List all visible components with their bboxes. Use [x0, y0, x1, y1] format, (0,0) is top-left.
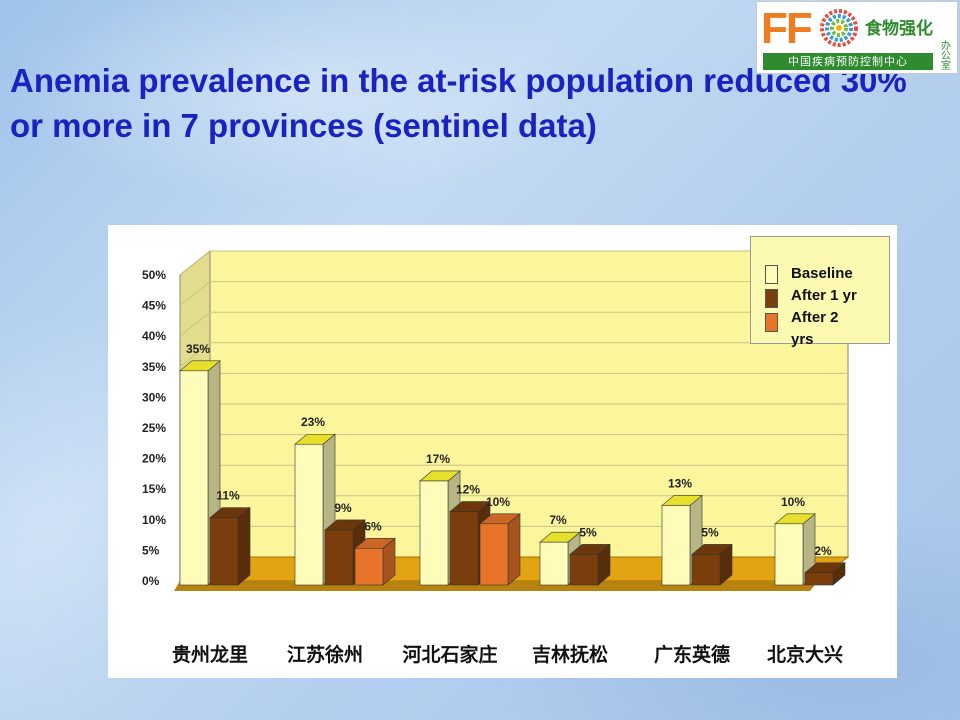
data-label: 9% [334, 501, 352, 515]
logo-mark: FF [761, 4, 813, 53]
bar-baseline [419, 480, 449, 586]
chart-legend: Baseline After 1 yr After 2 yrs [750, 236, 890, 348]
gridline [179, 311, 848, 337]
x-category-label: 贵州龙里 [172, 643, 248, 666]
y-tick-label: 10% [142, 513, 166, 527]
bar-after-1-yr [209, 517, 239, 586]
legend-label-yrs: yrs [791, 331, 814, 348]
data-label: 7% [549, 513, 567, 527]
bar-baseline [294, 443, 324, 586]
bar-baseline [539, 541, 569, 586]
y-tick-label: 15% [142, 482, 166, 496]
color-wheel-icon [819, 8, 859, 48]
data-label: 5% [579, 525, 597, 539]
bar-side-after-1-yr [237, 507, 251, 586]
bar-after-2-yrs [479, 523, 509, 586]
logo-name: 食物强化 [865, 19, 933, 39]
y-tick-label: 50% [142, 268, 166, 282]
data-label: 10% [781, 495, 805, 509]
data-label: 12% [456, 483, 480, 497]
bar-baseline [179, 370, 209, 586]
y-tick-label: 20% [142, 452, 166, 466]
gridline [179, 342, 848, 368]
legend-label-after-2: After 2 [791, 309, 839, 326]
y-tick-label: 5% [142, 543, 160, 557]
legend-label-after-1-yr: After 1 yr [791, 287, 857, 304]
bar-after-1-yr [569, 554, 599, 586]
legend-swatch-after-1-yr [765, 289, 778, 308]
chart-panel: 0% 5% 10% 15% 20% 25% 30% 35% 40% 45% 50% 35% 11% 贵州龙… [108, 225, 897, 678]
legend-label-baseline: Baseline [791, 265, 853, 282]
bar-after-1-yr [804, 572, 834, 586]
data-label: 23% [301, 415, 325, 429]
x-category-label: 江苏徐州 [287, 643, 363, 666]
data-label: 35% [186, 342, 210, 356]
bar-baseline [661, 505, 691, 586]
y-tick-label: 45% [142, 299, 166, 313]
bar-chart: 0% 5% 10% 15% 20% 25% 30% 35% 40% 45% 50% 35% 11% 贵州龙… [142, 249, 850, 666]
data-label: 13% [668, 476, 692, 490]
logo-organization: 中国疾病预防控制中心 [763, 53, 933, 70]
data-label: 11% [216, 489, 240, 503]
x-category-label: 北京大兴 [767, 643, 843, 666]
gridline [179, 281, 848, 306]
logo: FF 食物强化 中国疾病预防控制中心 办公室 [756, 1, 958, 74]
data-label: 10% [486, 495, 510, 509]
y-tick-label: 0% [142, 574, 160, 588]
bar-baseline [774, 523, 804, 586]
x-category-label: 广东英德 [654, 643, 730, 666]
bar-after-1-yr [449, 511, 479, 586]
bar-after-1-yr [691, 554, 721, 586]
data-label: 5% [701, 525, 719, 539]
x-category-label: 吉林抚松 [532, 643, 608, 666]
y-tick-label: 35% [142, 360, 166, 374]
logo-office: 办公室 [941, 41, 951, 72]
gridline [179, 250, 848, 276]
data-label: 6% [364, 519, 382, 533]
y-tick-label: 40% [142, 329, 166, 343]
bar-after-1-yr [324, 529, 354, 586]
bar-after-2-yrs [354, 547, 384, 586]
x-category-label: 河北石家庄 [402, 643, 497, 666]
y-tick-label: 30% [142, 390, 166, 404]
y-tick-label: 25% [142, 421, 166, 435]
data-label: 17% [426, 452, 450, 466]
legend-swatch-after-2-yrs [765, 313, 778, 332]
bar-side-after-2-yrs [507, 513, 521, 586]
legend-swatch-baseline [765, 265, 778, 284]
data-label: 2% [814, 544, 832, 558]
